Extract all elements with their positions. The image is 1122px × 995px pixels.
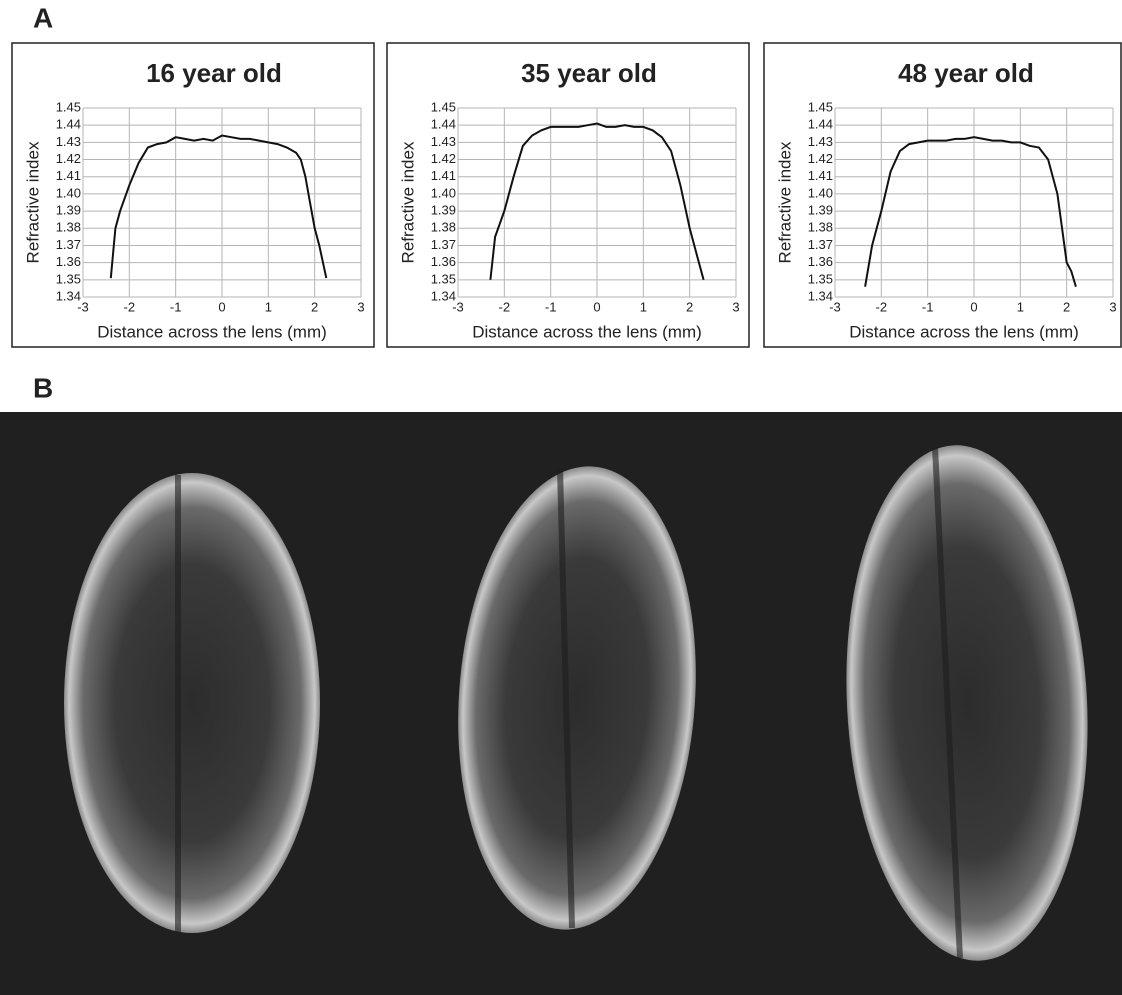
y-axis-label: Refractive index	[775, 141, 794, 263]
y-tick-label: 1.40	[431, 185, 456, 200]
x-tick-label: -3	[77, 299, 89, 314]
y-tick-label: 1.43	[808, 134, 833, 149]
x-tick-label: 1	[640, 299, 647, 314]
x-tick-label: 3	[1109, 299, 1116, 314]
x-tick-label: -2	[499, 299, 511, 314]
x-axis-label: Distance across the lens (mm)	[97, 322, 327, 341]
x-tick-label: -3	[829, 299, 841, 314]
x-tick-label: 3	[732, 299, 739, 314]
y-tick-label: 1.40	[808, 185, 833, 200]
y-axis-label: Refractive index	[398, 141, 417, 263]
y-tick-label: 1.41	[808, 168, 833, 183]
x-tick-label: 0	[593, 299, 600, 314]
x-tick-label: -2	[876, 299, 888, 314]
y-tick-label: 1.45	[56, 99, 81, 114]
chart-panel: 48 year old1.341.351.361.371.381.391.401…	[764, 43, 1121, 347]
x-tick-label: -3	[452, 299, 464, 314]
y-tick-label: 1.44	[56, 117, 81, 132]
lens-images	[0, 412, 1122, 995]
y-axis-label: Refractive index	[23, 141, 42, 263]
lens-image	[64, 473, 320, 933]
y-tick-label: 1.45	[431, 99, 456, 114]
y-tick-label: 1.36	[431, 254, 456, 269]
y-tick-label: 1.41	[56, 168, 81, 183]
y-tick-label: 1.43	[56, 134, 81, 149]
x-tick-label: 0	[970, 299, 977, 314]
chart-panel: 16 year old1.341.351.361.371.381.391.401…	[12, 43, 374, 347]
y-tick-label: 1.36	[56, 254, 81, 269]
y-tick-label: 1.35	[808, 271, 833, 286]
y-tick-label: 1.37	[808, 237, 833, 252]
x-axis-label: Distance across the lens (mm)	[849, 322, 1079, 341]
chart-title: 35 year old	[521, 58, 657, 88]
x-tick-label: 2	[1063, 299, 1070, 314]
y-tick-label: 1.45	[808, 99, 833, 114]
chart-panel: 35 year old1.341.351.361.371.381.391.401…	[387, 43, 749, 347]
x-tick-label: 2	[686, 299, 693, 314]
y-tick-label: 1.43	[431, 134, 456, 149]
y-tick-label: 1.39	[431, 203, 456, 218]
y-tick-label: 1.39	[56, 203, 81, 218]
y-tick-label: 1.35	[56, 271, 81, 286]
y-tick-label: 1.37	[56, 237, 81, 252]
panel-label: B	[33, 372, 53, 403]
x-axis-label: Distance across the lens (mm)	[472, 322, 702, 341]
y-tick-label: 1.37	[431, 237, 456, 252]
y-tick-label: 1.39	[808, 203, 833, 218]
y-tick-label: 1.44	[808, 117, 833, 132]
x-tick-label: -1	[170, 299, 182, 314]
x-tick-label: 1	[265, 299, 272, 314]
figure: A B 16 year old1.341.351.361.371.381.391…	[0, 0, 1122, 995]
y-tick-label: 1.41	[431, 168, 456, 183]
x-tick-label: 0	[218, 299, 225, 314]
y-tick-label: 1.38	[56, 220, 81, 235]
y-tick-label: 1.36	[808, 254, 833, 269]
x-tick-label: 3	[357, 299, 364, 314]
y-tick-label: 1.40	[56, 185, 81, 200]
x-tick-label: 2	[311, 299, 318, 314]
y-tick-label: 1.42	[808, 151, 833, 166]
x-tick-label: -2	[124, 299, 136, 314]
chart-title: 48 year old	[898, 58, 1034, 88]
chart-title: 16 year old	[146, 58, 282, 88]
y-tick-label: 1.38	[431, 220, 456, 235]
y-tick-label: 1.42	[56, 151, 81, 166]
x-tick-label: 1	[1017, 299, 1024, 314]
y-tick-label: 1.42	[431, 151, 456, 166]
y-tick-label: 1.44	[431, 117, 456, 132]
x-tick-label: -1	[922, 299, 934, 314]
x-tick-label: -1	[545, 299, 557, 314]
y-tick-label: 1.35	[431, 271, 456, 286]
y-tick-label: 1.38	[808, 220, 833, 235]
panel-label: A	[33, 2, 53, 33]
